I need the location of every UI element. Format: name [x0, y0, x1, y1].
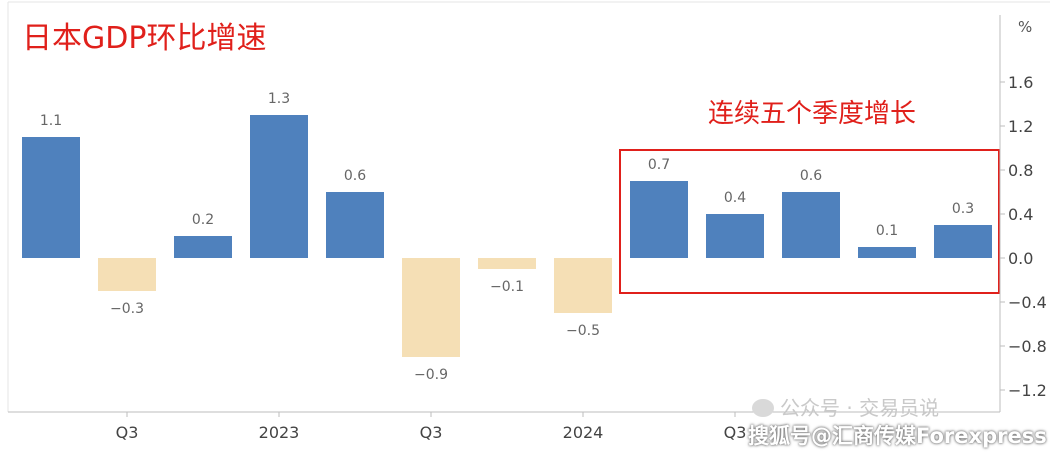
y-tick-label: −0.4 [1008, 293, 1047, 312]
highlight-label: 连续五个季度增长 [708, 99, 916, 129]
x-tick-label: Q3 [724, 423, 747, 442]
y-tick-label: −1.2 [1008, 381, 1047, 400]
bar-value-label: −0.3 [110, 301, 144, 317]
y-axis: 1.6 1.2 0.8 0.4 0.0 −0.4 −0.8 −1.2 [1000, 73, 1047, 400]
highlight-box [619, 149, 1000, 294]
y-tick-label: −0.8 [1008, 337, 1047, 356]
bar-value-label: 0.3 [952, 201, 974, 217]
bar-value-label: 1.3 [268, 91, 290, 107]
bar-value-label: 0.7 [648, 157, 670, 173]
x-axis: Q3 2023 Q3 2024 Q3 [116, 412, 747, 442]
unit-label: % [1018, 18, 1032, 36]
y-tick-label: 0.4 [1008, 205, 1033, 224]
bar-value-label: −0.9 [414, 367, 448, 383]
bar [858, 247, 916, 258]
bar-value-label: 0.2 [192, 212, 214, 228]
bar [326, 192, 384, 258]
bar [174, 236, 232, 258]
bar-value-label: −0.1 [490, 279, 524, 295]
x-tick-label: Q3 [116, 423, 139, 442]
bar [706, 214, 764, 258]
bars-group [22, 115, 992, 357]
bar-value-label: 0.6 [344, 168, 366, 184]
y-tick-label: 1.2 [1008, 117, 1033, 136]
y-tick-label: 1.6 [1008, 73, 1033, 92]
bar [250, 115, 308, 258]
x-tick-label: 2023 [259, 423, 300, 442]
bar [22, 137, 80, 258]
bar [934, 225, 992, 258]
x-tick-label: Q3 [420, 423, 443, 442]
x-tick-label: 2024 [563, 423, 604, 442]
bar-value-label: 1.1 [40, 113, 62, 129]
watermark-wechat: 公众号 · 交易员说 [752, 392, 939, 421]
bar [554, 258, 612, 313]
bar-value-label: 0.6 [800, 168, 822, 184]
watermark-wechat-text: 公众号 · 交易员说 [780, 396, 940, 420]
bar [630, 181, 688, 258]
y-tick-label: 0.8 [1008, 161, 1033, 180]
bar-value-label: 0.4 [724, 190, 746, 206]
bar-labels-group: 1.1 −0.3 0.2 1.3 0.6 −0.9 −0.1 −0.5 0.7 0.4 0.6 0.1… [40, 91, 974, 383]
watermark-sohu: 搜狐号@汇商传媒Forexpress [748, 424, 1047, 448]
bar [402, 258, 460, 357]
wechat-icon [752, 399, 774, 417]
bar [478, 258, 536, 269]
chart-title: 日本GDP环比增速 [22, 21, 266, 56]
bar-value-label: 0.1 [876, 223, 898, 239]
bar [782, 192, 840, 258]
y-tick-label: 0.0 [1008, 249, 1033, 268]
bar-value-label: −0.5 [566, 323, 600, 339]
bar [98, 258, 156, 291]
